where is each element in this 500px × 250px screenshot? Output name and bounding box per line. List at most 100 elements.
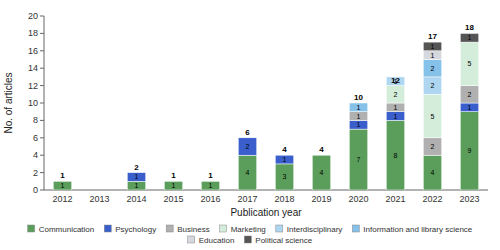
y-tick [40, 85, 44, 86]
bar-segment [386, 112, 405, 121]
bar-segment [312, 155, 331, 190]
total-label: 1 [60, 171, 65, 180]
bar-segment [127, 181, 146, 190]
y-tick-label: 6 [33, 133, 38, 143]
bar-segment [312, 155, 331, 156]
segment-label: 7 [357, 156, 361, 163]
segment-label: 4 [246, 169, 250, 176]
y-tick [40, 120, 44, 121]
x-tick-label: 2014 [126, 194, 146, 204]
segment-label: 1 [135, 173, 139, 180]
y-tick-label: 18 [28, 28, 38, 38]
segment-label: 4 [320, 169, 324, 176]
y-tick [40, 33, 44, 34]
y-axis-title: No. of articles [3, 72, 14, 133]
bar-segment [238, 137, 257, 138]
bar-segment [423, 155, 442, 190]
bar-segment [386, 86, 405, 103]
segment-label: 8 [394, 152, 398, 159]
segment-label: 1 [172, 182, 176, 189]
total-label: 4 [282, 145, 287, 154]
total-label: 17 [428, 32, 437, 41]
segment-label: 1 [357, 113, 361, 120]
y-tick-label: 20 [28, 11, 38, 21]
legend-swatch [352, 225, 359, 232]
segment-label: 3 [283, 173, 287, 180]
bar-segment [460, 42, 479, 86]
y-tick-label: 2 [33, 168, 38, 178]
y-tick-label: 8 [33, 115, 38, 125]
segment-label: 2 [394, 91, 398, 98]
bar-segment [90, 190, 109, 191]
segment-label: 5 [468, 60, 472, 67]
x-tick-label: 2021 [385, 194, 405, 204]
legend-label: Education [199, 236, 235, 245]
y-tick [40, 50, 44, 51]
legend-item: Communication [28, 225, 95, 234]
bar-segment [238, 137, 257, 138]
y-tick [40, 190, 44, 191]
chart: CommunicationPsychologyBusinessMarketing… [0, 0, 500, 250]
bar-segment [275, 164, 294, 190]
segment-label: 1 [468, 104, 472, 111]
bar-segment [90, 190, 109, 191]
total-label: 10 [354, 93, 363, 102]
total-label: 6 [245, 128, 250, 137]
bar-segment [238, 137, 257, 138]
bar-segment [238, 155, 257, 190]
bar-segment [312, 155, 331, 156]
bar-segment [349, 112, 368, 121]
legend-swatch [276, 225, 283, 232]
bar-segment [90, 190, 109, 191]
bar-segment [423, 51, 442, 60]
bar-segment [275, 155, 294, 164]
segment-label: 2 [246, 143, 250, 150]
total-label: 1 [171, 171, 176, 180]
bar-segment [349, 129, 368, 190]
y-tick [40, 155, 44, 156]
bar-segment [238, 137, 257, 138]
legend-item: Psychology [104, 225, 156, 234]
legend: CommunicationPsychologyBusinessMarketing… [28, 225, 473, 245]
bar-segment [349, 120, 368, 129]
bar-segment [349, 103, 368, 112]
legend-swatch [244, 236, 251, 243]
y-tick [40, 16, 44, 17]
legend-label: Interdisciplinary [287, 225, 343, 234]
legend-item: Interdisciplinary [276, 225, 343, 234]
legend-label: Marketing [231, 225, 266, 234]
total-label: 4 [319, 145, 324, 154]
bar-segment [90, 190, 109, 191]
legend-swatch [188, 236, 195, 243]
segment-label: 4 [431, 169, 435, 176]
segment-label: 1 [209, 182, 213, 189]
bar-segment [460, 33, 479, 42]
x-axis-line [44, 190, 488, 191]
axes: 0246810121416182020122013201420152016201… [28, 11, 488, 204]
x-tick-label: 2017 [237, 194, 257, 204]
x-tick-label: 2018 [274, 194, 294, 204]
data-labels: 1111434784912111111222551212111121164410… [60, 23, 474, 189]
bar-segment [238, 137, 257, 138]
segment-label: 5 [431, 113, 435, 120]
segment-label: 1 [357, 121, 361, 128]
x-tick-label: 2020 [348, 194, 368, 204]
segment-label: 1 [468, 34, 472, 41]
x-tick-label: 2016 [200, 194, 220, 204]
y-tick-label: 0 [33, 185, 38, 195]
segment-label: 1 [135, 182, 139, 189]
legend-swatch [28, 225, 35, 232]
segment-label: 1 [431, 43, 435, 50]
legend-item: Political science [244, 236, 312, 245]
y-tick-label: 12 [28, 81, 38, 91]
bar-segment [460, 112, 479, 190]
y-tick-label: 14 [28, 63, 38, 73]
segment-label: 2 [431, 82, 435, 89]
bar-segment [238, 137, 257, 138]
y-axis-line [44, 16, 45, 190]
legend-label: Political science [255, 236, 312, 245]
total-label: 2 [134, 163, 139, 172]
segment-label: 1 [394, 113, 398, 120]
segment-label: 9 [468, 147, 472, 154]
bar-segment [201, 181, 220, 190]
